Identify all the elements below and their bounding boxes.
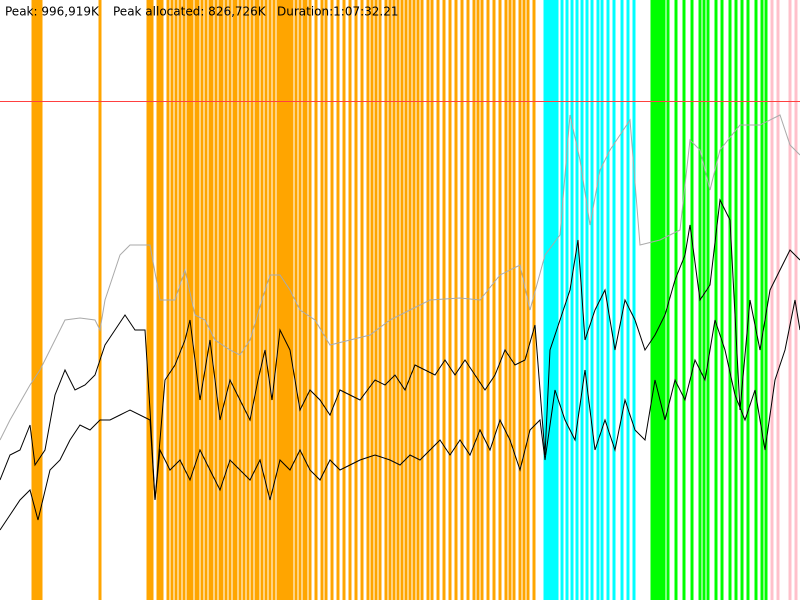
stat-label: Duration:1:07:32.21 [277, 5, 399, 19]
series-line [0, 198, 800, 501]
series-line [0, 299, 800, 531]
stat-label: Peak: 996,919K [5, 5, 100, 19]
series-line [0, 114, 800, 441]
stat-label: Peak allocated: 826,726K [113, 5, 267, 19]
